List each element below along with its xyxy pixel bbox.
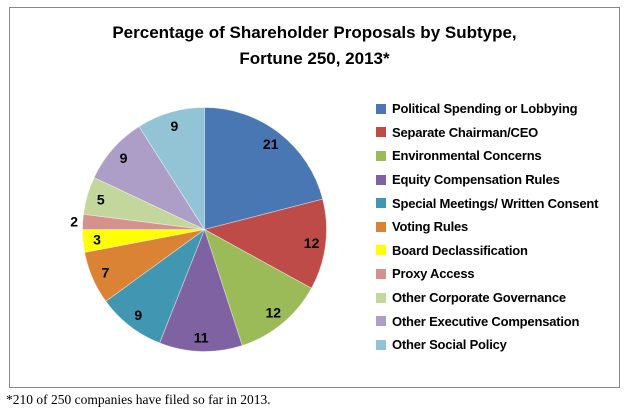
slice-value-label: 21	[263, 136, 279, 152]
pie-slice-proxy-access	[82, 213, 205, 230]
pie-slice-other-corporate-governance	[83, 177, 205, 230]
legend-item-label: Separate Chairman/CEO	[392, 124, 539, 140]
pie-slice-board-declassification	[82, 229, 205, 253]
pie-slice-voting-rules	[84, 229, 205, 302]
legend-item-political-spending-or-lobbying: Political Spending or Lobbying	[376, 97, 614, 121]
legend-item-special-meetings-written-consent: Special Meetings/ Written Consent	[376, 191, 614, 215]
legend-swatch-icon	[376, 221, 386, 232]
chart-footnote: *210 of 250 companies have filed so far …	[6, 392, 271, 407]
legend-swatch-icon	[376, 198, 386, 209]
slice-value-label: 9	[171, 118, 179, 134]
legend-item-label: Voting Rules	[392, 219, 469, 235]
chart-title-line2: Fortune 250, 2013*	[239, 49, 390, 68]
slice-value-label: 9	[120, 150, 128, 166]
legend-item-voting-rules: Voting Rules	[376, 215, 614, 239]
pie-slice-equity-compensation-rules	[159, 228, 243, 352]
legend-item-label: Other Social Policy	[392, 337, 507, 353]
chart-frame: 21 12 12 11 9 7 3 2 5 9 9 Percentage of Shareholde…	[9, 7, 620, 388]
legend-swatch-icon	[376, 339, 386, 350]
legend-swatch-icon	[376, 103, 386, 114]
legend-swatch-icon	[376, 127, 386, 138]
chart-legend: Political Spending or Lobbying Separate C…	[376, 97, 614, 357]
legend-item-label: Other Corporate Governance	[392, 290, 566, 306]
legend-swatch-icon	[376, 174, 386, 185]
legend-item-label: Proxy Access	[392, 266, 475, 282]
legend-swatch-icon	[376, 150, 386, 161]
legend-item-equity-compensation-rules: Equity Compensation Rules	[376, 168, 614, 192]
pie-chart: 21 12 12 11 9 732 5 9 9	[70, 107, 327, 352]
pie-slice-other-executive-compensation	[93, 125, 206, 231]
legend-swatch-icon	[376, 292, 386, 303]
legend-item-label: Special Meetings/ Written Consent	[392, 195, 599, 211]
slice-value-label: 9	[134, 307, 142, 323]
pie-slice-special-meetings-written-consent	[105, 228, 206, 344]
legend-swatch-icon	[376, 268, 386, 279]
chart-title: Percentage of Shareholder Proposals by S…	[10, 20, 619, 72]
legend-item-label: Board Declassification	[392, 242, 528, 258]
legend-item-label: Environmental Concerns	[392, 148, 542, 164]
pie-slice-political-spending-or-lobbying	[204, 107, 324, 231]
legend-item-label: Equity Compensation Rules	[392, 172, 560, 188]
pie-slice-other-social-policy	[138, 107, 205, 231]
legend-item-other-executive-compensation: Other Executive Compensation	[376, 309, 614, 333]
slice-value-label: 7	[102, 264, 110, 280]
slice-value-label: 11	[194, 329, 209, 345]
legend-item-separate-chairman-ceo: Separate Chairman/CEO	[376, 121, 614, 145]
legend-item-label: Other Executive Compensation	[392, 313, 580, 329]
slice-value-label: 5	[97, 191, 105, 207]
pie-slice-environmental-concerns	[203, 228, 312, 347]
pie-slice-separate-chairman-ceo	[203, 198, 327, 289]
legend-swatch-icon	[376, 316, 386, 327]
slice-value-label: 12	[304, 235, 320, 251]
legend-item-other-social-policy: Other Social Policy	[376, 333, 614, 357]
legend-item-label: Political Spending or Lobbying	[392, 101, 578, 117]
slice-value-label: 2	[70, 213, 78, 229]
slice-value-label: 12	[266, 305, 282, 321]
legend-item-other-corporate-governance: Other Corporate Governance	[376, 286, 614, 310]
legend-item-environmental-concerns: Environmental Concerns	[376, 144, 614, 168]
legend-item-board-declassification: Board Declassification	[376, 239, 614, 263]
legend-swatch-icon	[376, 245, 386, 256]
slice-value-label: 3	[93, 232, 101, 248]
legend-item-proxy-access: Proxy Access	[376, 262, 614, 286]
chart-title-line1: Percentage of Shareholder Proposals by S…	[112, 23, 517, 42]
